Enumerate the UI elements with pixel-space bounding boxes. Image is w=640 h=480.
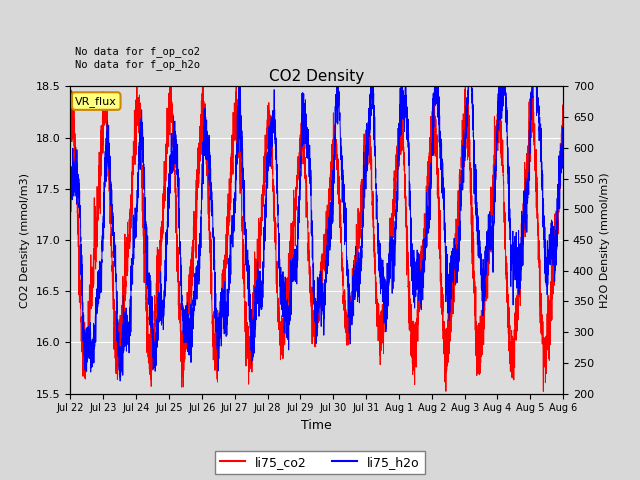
Legend: li75_co2, li75_h2o: li75_co2, li75_h2o: [215, 451, 425, 474]
Title: CO2 Density: CO2 Density: [269, 69, 364, 84]
Text: VR_flux: VR_flux: [76, 96, 117, 107]
Y-axis label: CO2 Density (mmol/m3): CO2 Density (mmol/m3): [20, 172, 30, 308]
Text: No data for f_op_co2
No data for f_op_h2o: No data for f_op_co2 No data for f_op_h2…: [76, 47, 200, 70]
X-axis label: Time: Time: [301, 419, 332, 432]
Y-axis label: H2O Density (mmol/m3): H2O Density (mmol/m3): [600, 172, 610, 308]
